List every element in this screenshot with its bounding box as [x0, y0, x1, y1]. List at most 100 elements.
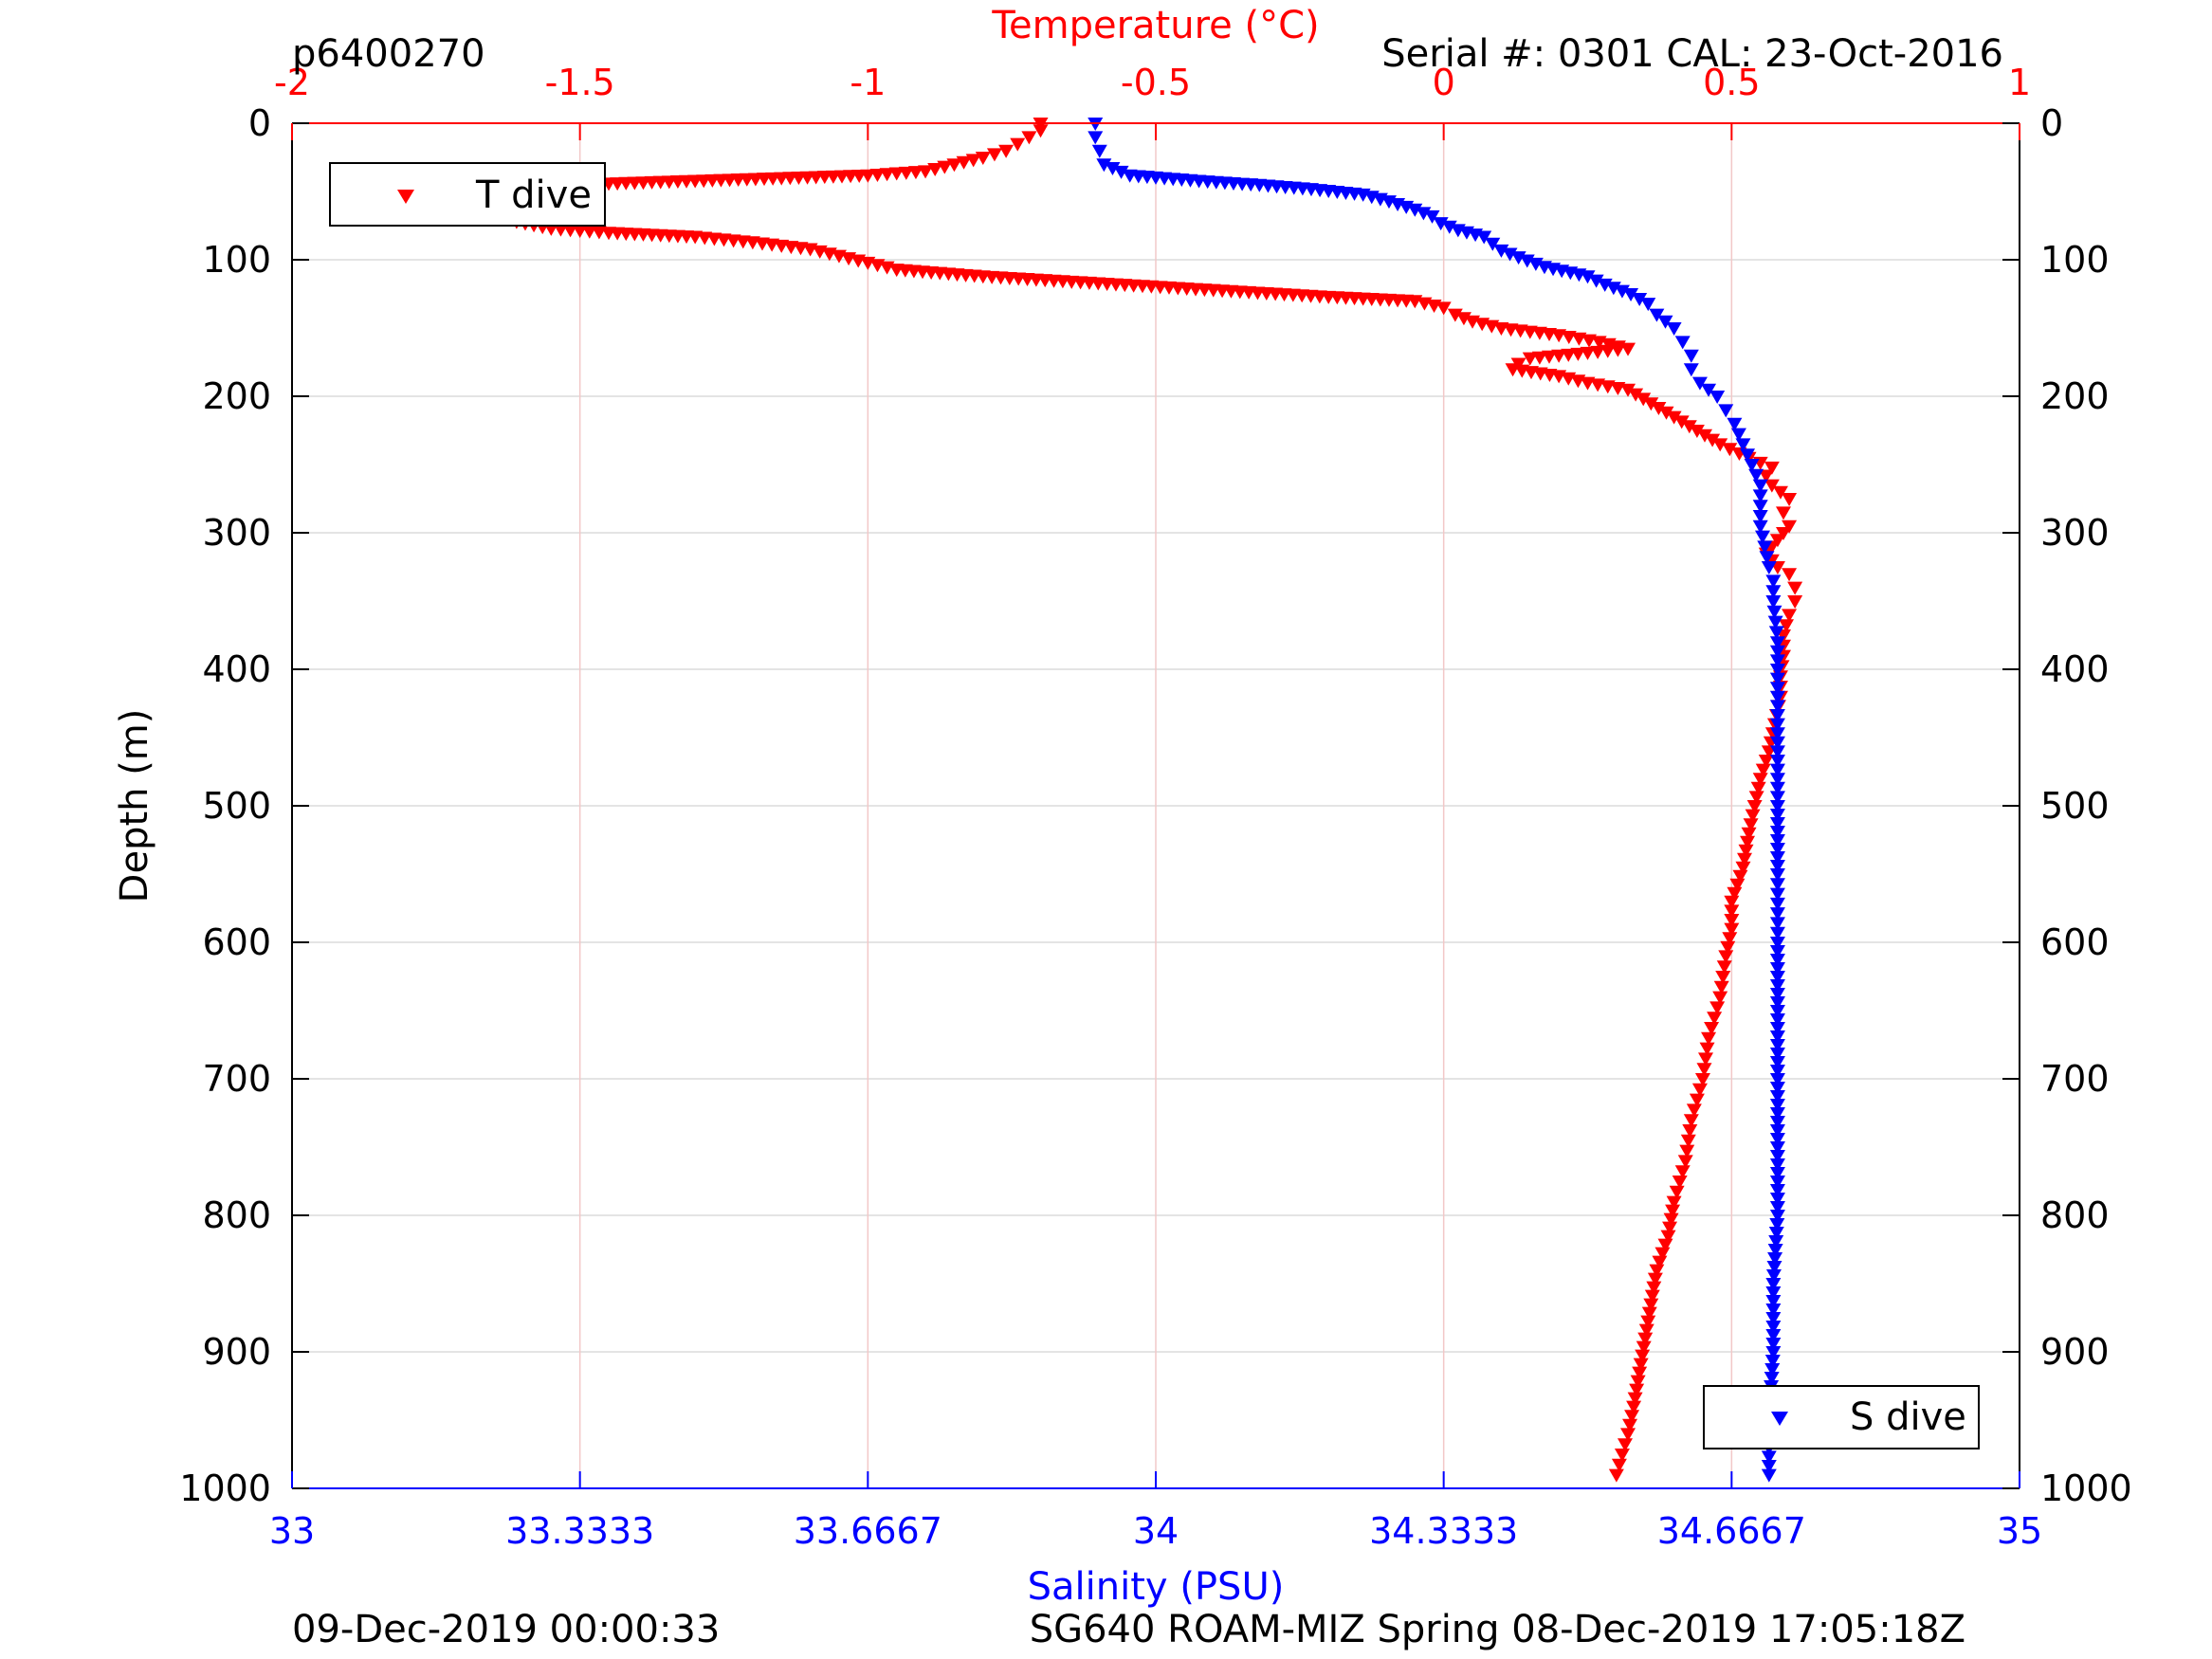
data-point	[1767, 1244, 1783, 1257]
data-point	[1764, 1363, 1781, 1376]
data-point	[1769, 1141, 1785, 1155]
data-point	[1769, 1167, 1785, 1180]
data-point	[1683, 1114, 1699, 1128]
data-point	[1669, 1185, 1685, 1199]
data-point	[1769, 926, 1785, 940]
data-point	[1769, 700, 1785, 714]
data-point	[1769, 1082, 1785, 1095]
temperature-tick-label: -2	[274, 62, 310, 103]
depth-tick-label-left: 200	[202, 375, 271, 417]
data-point	[1766, 605, 1782, 619]
profile-id: p6400270	[292, 32, 485, 76]
depth-tick-label-left: 900	[202, 1331, 271, 1373]
data-point	[1755, 763, 1771, 777]
data-point	[1769, 851, 1785, 865]
data-point	[1769, 1099, 1785, 1112]
data-point	[1769, 826, 1785, 839]
data-point	[1782, 493, 1798, 506]
data-point	[1683, 349, 1699, 363]
depth-tick-label-right: 600	[2040, 921, 2110, 963]
data-point	[1782, 568, 1798, 582]
data-point	[1435, 301, 1452, 316]
data-point	[1769, 1005, 1785, 1018]
data-point	[1752, 479, 1768, 493]
data-point	[1641, 1306, 1657, 1321]
data-point	[1769, 971, 1785, 984]
data-point	[1769, 1124, 1785, 1138]
data-point	[1727, 886, 1743, 901]
temperature-ticks: -2 -1.5 -1 -0.5 0 0.5 1	[274, 62, 2031, 140]
data-point	[1769, 690, 1785, 704]
data-point	[1626, 1400, 1642, 1414]
data-point	[1447, 308, 1463, 322]
data-point	[1617, 1438, 1633, 1452]
data-point	[1769, 1116, 1785, 1129]
data-point	[1666, 410, 1682, 425]
data-point	[1718, 404, 1734, 418]
data-point	[986, 148, 1002, 162]
data-point	[1769, 672, 1785, 686]
data-point	[1769, 1218, 1785, 1231]
data-point	[1769, 843, 1785, 856]
data-point	[1769, 636, 1785, 650]
depth-tick-label-right: 100	[2040, 239, 2110, 281]
data-point	[1696, 1063, 1712, 1077]
data-point	[1680, 1134, 1696, 1148]
data-point	[1707, 1012, 1723, 1026]
salinity-tick-label: 35	[1997, 1510, 2042, 1552]
data-point	[1769, 709, 1785, 722]
data-point	[1761, 561, 1777, 574]
data-point	[1720, 940, 1736, 955]
data-point	[1769, 809, 1785, 822]
data-point	[1769, 1013, 1785, 1027]
data-point	[1787, 581, 1803, 595]
temperature-tick-label: -1.5	[545, 62, 615, 103]
data-point	[1637, 1332, 1654, 1346]
data-point	[1758, 469, 1774, 483]
data-point	[1758, 755, 1774, 768]
data-point	[1769, 1210, 1785, 1223]
data-point	[1614, 1449, 1630, 1462]
legend-box	[1703, 1385, 1980, 1449]
data-point	[1441, 220, 1457, 234]
data-point	[1665, 1204, 1681, 1218]
data-point	[1643, 397, 1659, 411]
data-point	[1769, 954, 1785, 967]
data-point	[1636, 392, 1652, 407]
data-point	[1769, 937, 1785, 950]
data-point	[1769, 907, 1785, 921]
data-point	[1740, 448, 1756, 463]
data-point	[1769, 945, 1785, 958]
data-point	[1769, 897, 1785, 911]
salinity-tick-label: 33.3333	[505, 1510, 654, 1552]
data-point	[1769, 1158, 1785, 1172]
data-point	[1782, 520, 1798, 534]
data-point	[1769, 996, 1785, 1010]
data-point	[1769, 745, 1785, 759]
data-point	[1768, 626, 1784, 640]
depth-tick-label-left: 0	[248, 102, 271, 144]
data-point	[1686, 1103, 1702, 1118]
data-point	[1764, 461, 1780, 475]
data-point	[1769, 1073, 1785, 1086]
data-point	[1105, 162, 1121, 176]
data-point	[1657, 1238, 1673, 1252]
data-point	[1769, 791, 1785, 805]
data-point	[1761, 1450, 1777, 1465]
data-point	[1476, 230, 1492, 245]
data-point	[1727, 417, 1743, 431]
data-point	[1746, 800, 1763, 813]
data-point	[1647, 1272, 1663, 1286]
data-point	[1624, 1410, 1640, 1424]
data-point	[1682, 1124, 1698, 1138]
data-point	[1765, 1304, 1782, 1317]
data-point	[1752, 489, 1768, 503]
temperature-tick-label: -0.5	[1121, 62, 1191, 103]
data-point	[1743, 818, 1759, 832]
data-point	[1712, 438, 1728, 452]
data-point	[1769, 868, 1785, 882]
data-point	[1767, 1252, 1783, 1266]
temperature-tick-label: 1	[2008, 62, 2031, 103]
salinity-tick-label: 34.3333	[1369, 1510, 1518, 1552]
data-point	[1769, 917, 1785, 931]
